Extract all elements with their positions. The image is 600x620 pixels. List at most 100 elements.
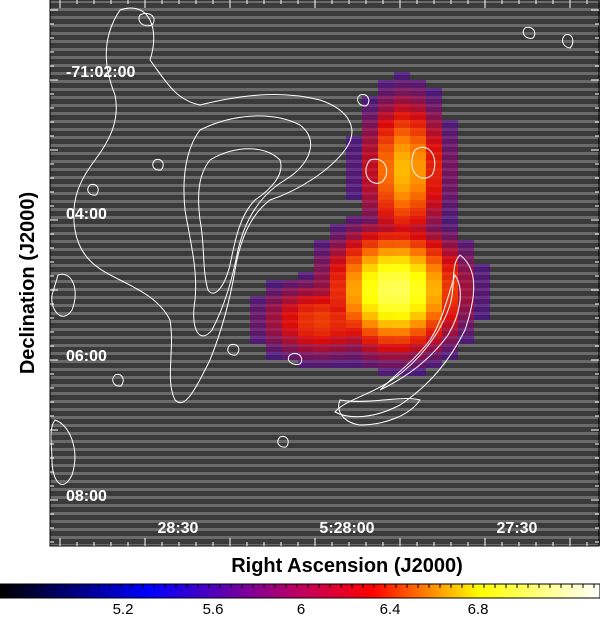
emission-pixel: [442, 248, 458, 256]
contour-blob-j: [227, 343, 240, 356]
emission-pixel: [314, 256, 330, 264]
emission-pixel: [442, 280, 458, 288]
emission-pixel: [346, 288, 362, 296]
emission-pixel: [426, 296, 442, 304]
emission-pixel: [378, 336, 394, 344]
emission-pixel: [378, 112, 394, 120]
emission-pixel: [266, 296, 282, 304]
emission-pixel: [330, 336, 346, 344]
emission-pixel: [442, 224, 458, 232]
emission-pixel: [394, 120, 410, 128]
emission-pixel: [346, 312, 362, 320]
emission-pixel: [474, 304, 490, 312]
emission-pixel: [298, 296, 314, 304]
emission-pixel: [266, 328, 282, 336]
emission-pixel: [410, 360, 426, 368]
emission-pixel: [426, 112, 442, 120]
emission-pixel: [410, 80, 426, 88]
emission-pixel: [394, 112, 410, 120]
emission-pixel: [298, 360, 314, 368]
emission-pixel: [378, 344, 394, 352]
emission-pixel: [394, 320, 410, 328]
emission-pixel: [250, 336, 266, 344]
y-tick-label-4: 08:00: [66, 488, 107, 505]
emission-pixel: [410, 336, 426, 344]
emission-pixel: [426, 176, 442, 184]
emission-pixel: [426, 184, 442, 192]
emission-pixel: [458, 264, 474, 272]
emission-pixel: [474, 264, 490, 272]
y-tick-label-2: 04:00: [66, 206, 107, 223]
emission-pixel: [378, 248, 394, 256]
emission-pixel: [346, 256, 362, 264]
emission-pixel: [346, 184, 362, 192]
emission-pixel: [458, 272, 474, 280]
emission-pixel: [426, 160, 442, 168]
emission-pixel: [410, 368, 426, 376]
emission-pixel: [458, 312, 474, 320]
contour-blob-h: [277, 435, 289, 448]
emission-pixel: [330, 248, 346, 256]
emission-pixel: [378, 240, 394, 248]
emission-pixel: [442, 296, 458, 304]
colorbar-label-1: 5.2: [113, 601, 134, 618]
emission-pixel: [282, 352, 298, 360]
emission-pixel: [346, 320, 362, 328]
emission-pixel: [410, 88, 426, 96]
emission-pixel: [282, 296, 298, 304]
emission-pixel: [426, 360, 442, 368]
emission-pixel: [426, 280, 442, 288]
emission-pixel: [394, 264, 410, 272]
emission-pixel: [378, 208, 394, 216]
emission-pixel: [474, 272, 490, 280]
emission-pixel: [266, 352, 282, 360]
emission-pixel: [378, 360, 394, 368]
emission-pixel: [298, 280, 314, 288]
emission-pixel: [394, 312, 410, 320]
emission-pixel: [330, 232, 346, 240]
emission-pixel: [394, 192, 410, 200]
emission-pixel: [442, 136, 458, 144]
emission-pixel: [378, 184, 394, 192]
contour-right-knot: [411, 147, 436, 179]
emission-pixel: [378, 264, 394, 272]
emission-pixel: [410, 224, 426, 232]
emission-pixel: [410, 104, 426, 112]
emission-pixel: [394, 328, 410, 336]
emission-pixel: [330, 312, 346, 320]
emission-pixel: [458, 248, 474, 256]
emission-pixel: [362, 256, 378, 264]
emission-pixel: [394, 272, 410, 280]
emission-pixel: [362, 304, 378, 312]
emission-pixel: [330, 264, 346, 272]
emission-pixel: [410, 304, 426, 312]
emission-pixel: [394, 88, 410, 96]
emission-pixel: [378, 192, 394, 200]
emission-pixel: [442, 184, 458, 192]
emission-pixel: [442, 216, 458, 224]
emission-pixel: [394, 296, 410, 304]
emission-pixel: [314, 320, 330, 328]
emission-pixel: [410, 168, 426, 176]
emission-pixel: [394, 288, 410, 296]
emission-pixel: [378, 224, 394, 232]
emission-pixel: [330, 328, 346, 336]
emission-pixel: [410, 280, 426, 288]
y-axis-title: Declination (J2000): [17, 192, 39, 374]
contour-inner-2: [198, 148, 282, 294]
contour-left-mid: [51, 273, 76, 317]
emission-pixel: [266, 312, 282, 320]
colorbar-label-3: 6: [297, 601, 305, 618]
contour-blob-i: [357, 93, 370, 107]
emission-pixel: [346, 336, 362, 344]
emission-pixel: [426, 312, 442, 320]
emission-pixel: [282, 280, 298, 288]
emission-pixel: [378, 80, 394, 88]
emission-pixel: [314, 280, 330, 288]
emission-pixel: [266, 320, 282, 328]
emission-pixel: [426, 240, 442, 248]
emission-pixel: [442, 200, 458, 208]
emission-pixel: [378, 304, 394, 312]
colorbar-label-2: 5.6: [203, 601, 224, 618]
emission-pixel: [346, 264, 362, 272]
